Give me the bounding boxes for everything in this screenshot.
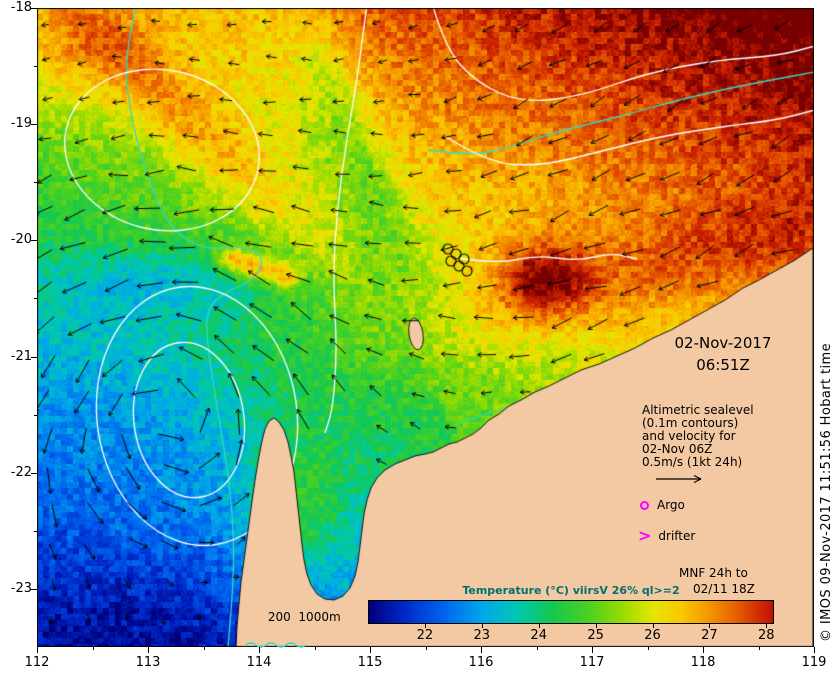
colorbar-tick-label: 27 [701,628,718,643]
colorbar-tick-mark [652,624,654,628]
colorbar-tick-label: 23 [473,628,491,643]
depth-contour-legend: 200 1000m [245,596,341,677]
depth-contour-lines-icon [245,642,307,648]
x-tick-mark [481,647,482,653]
y-tick-label: -22 [10,464,32,480]
observation-datetime: 02-Nov-2017 06:51Z [637,332,809,376]
depth-legend-label: 200 1000m [267,610,341,624]
x-tick-mark [703,647,704,653]
y-tick-label: -18 [10,0,32,15]
colorbar-gradient [368,600,774,624]
y-tick-label: -23 [10,580,32,596]
y-tick-mark [31,8,37,9]
x-minor-tick-mark [314,647,316,650]
y-tick-mark [31,124,37,126]
colorbar-tick-mark [709,624,711,628]
y-minor-tick-mark [34,182,37,184]
x-minor-tick-mark [536,647,538,650]
y-tick-mark [31,356,37,358]
altimetric-line: 0.5m/s (1kt 24h) [642,455,743,469]
y-tick-mark [31,240,37,242]
x-tick-mark [592,647,593,653]
argo-marker-icon [640,500,649,510]
colorbar-tick-mark [424,624,426,628]
colorbar-title: Temperature (°C) viirsV 26% ql>=2 [462,584,680,597]
x-tick-mark [259,647,260,653]
x-tick-label: 118 [690,655,716,670]
mnf-legend: MNF 24h to 02/11 18Z [679,565,755,597]
y-tick-mark [31,472,37,474]
drifter-marker-icon: > [638,526,652,545]
velocity-scale-arrow [656,474,702,484]
x-tick-mark [814,647,815,653]
x-tick-mark [370,647,371,653]
altimetric-legend: Altimetric sealevel (0.1m contours) and … [642,404,822,484]
colorbar-tick-label: 28 [758,628,775,643]
x-minor-tick-mark [758,647,760,650]
x-tick-mark [37,647,38,653]
colorbar-tick-mark [481,624,483,628]
altimetric-line: (0.1m contours) [642,416,739,430]
altimetric-line: and velocity for [642,429,736,443]
x-tick-label: 116 [468,655,494,670]
colorbar-tick-mark [595,624,597,628]
x-minor-tick-mark [203,647,205,650]
y-tick-mark [31,588,37,590]
drifter-legend: > drifter [638,526,696,545]
y-minor-tick-mark [34,530,37,532]
y-tick-label: -20 [10,232,32,248]
x-tick-label: 115 [357,655,383,670]
x-tick-label: 119 [801,655,827,670]
colorbar-tick-label: 22 [416,628,434,643]
argo-label: Argo [657,498,685,512]
argo-legend: Argo [640,498,685,512]
colorbar-tick-label: 25 [587,628,604,643]
colorbar-tick-label: 26 [644,628,661,643]
colorbar-tick-mark [766,624,768,628]
altimetric-line: 02-Nov 06Z [642,442,713,456]
y-minor-tick-mark [34,66,37,68]
y-tick-label: -19 [10,116,32,132]
y-tick-label: -21 [10,348,32,364]
x-tick-label: 114 [246,655,272,670]
observation-date: 02-Nov-2017 [674,334,772,352]
map-plot-area: 02-Nov-2017 06:51Z Altimetric sealevel (… [37,8,814,648]
altimetric-line: Altimetric sealevel [642,403,754,417]
x-tick-label: 112 [24,655,50,670]
y-minor-tick-mark [34,414,37,416]
drifter-label: drifter [658,529,696,543]
colorbar-tick-mark [538,624,540,628]
x-minor-tick-mark [92,647,94,650]
colorbar: Temperature (°C) viirsV 26% ql>=2 22 23 24… [368,584,775,652]
mnf-label-line2: 02/11 18Z [693,582,755,596]
observation-time: 06:51Z [696,356,750,374]
x-tick-label: 113 [135,655,161,670]
y-minor-tick-mark [34,298,37,300]
mnf-label-line1: MNF 24h to [679,566,748,580]
x-tick-label: 117 [579,655,605,670]
sst-map-canvas [37,8,814,647]
x-minor-tick-mark [425,647,427,650]
x-minor-tick-mark [647,647,649,650]
colorbar-tick-label: 24 [530,628,547,643]
copyright-vertical-text: © IMOS 09-Nov-2017 11:51:56 Hobart time [819,343,834,642]
x-tick-mark [148,647,149,653]
